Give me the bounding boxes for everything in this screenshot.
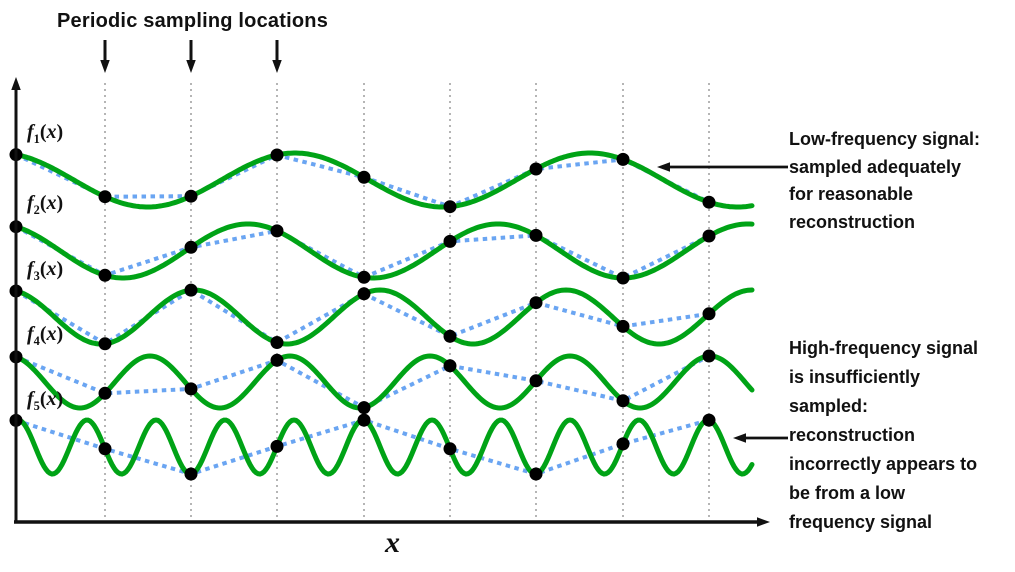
curve-label-f2: f2(x) [27,192,64,217]
y-axis-head [11,77,21,90]
title-pointer-3-head [272,60,282,73]
title-pointer-2-head [186,60,196,73]
sample-dot-f5-4 [357,413,371,427]
sample-dot-f5-3 [270,439,284,453]
sample-dot-f5-2 [184,467,198,481]
signal-curve-f5 [13,417,755,477]
curve-label-f3: f3(x) [27,258,64,283]
x-axis-label-text: x [385,526,400,559]
curve-label-f4: f4(x) [27,323,64,348]
sample-dot-f3-6 [529,296,543,310]
sample-dot-f5-7 [616,437,630,451]
sample-dot-f4-6 [529,374,543,388]
diagram-title: Periodic sampling locations [57,10,329,32]
sample-dot-f3-3 [270,336,284,349]
sample-dot-f3-7 [616,319,630,333]
sample-dot-f2-8 [702,229,716,243]
sample-dot-f1-2 [184,189,198,203]
sample-dot-f4-3 [270,353,284,367]
title-pointer-1-head [100,60,110,73]
signal-curve-f3 [13,287,755,347]
sample-dot-f4-5 [443,359,457,373]
sample-dot-f1-1 [98,190,112,204]
sample-dot-f2-2 [184,240,198,254]
sample-dot-f1-6 [529,162,543,176]
sample-dot-f1-7 [616,152,630,166]
signal-curve-f4 [13,353,755,411]
low-frequency-pointer-head [657,162,670,172]
sample-dot-f4-7 [616,394,630,408]
annotation-high-frequency: High-frequency signal is insufficiently … [789,338,979,532]
sample-dot-f4-8 [702,349,716,363]
high-frequency-pointer-head [733,433,746,443]
sample-dot-f5-8 [702,413,716,427]
x-axis-label: x [385,526,400,560]
annotation-low-frequency: Low-frequency signal: sampled adequately… [789,129,981,232]
sample-dot-f1-5 [443,200,457,214]
sample-dot-f2-3 [270,224,284,238]
sample-dot-f1-8 [702,195,716,209]
sample-dot-f1-4 [357,170,371,184]
sample-dot-f3-1 [98,337,112,351]
sample-dot-f4-4 [357,401,371,415]
sample-dot-f3-5 [443,329,457,343]
sample-dot-f4-2 [184,382,198,396]
reconstruction-line-f2 [15,224,710,281]
sample-dot-f4-1 [98,386,112,400]
sample-dot-f1-3 [270,148,284,162]
curve-label-f5: f5(x) [27,388,64,413]
sample-dot-f2-5 [443,234,457,248]
sample-dot-f2-4 [357,270,371,284]
sample-dot-f5-1 [98,442,112,456]
sample-dot-f3-2 [184,283,198,297]
x-axis-head [757,517,770,527]
sample-dot-f3-4 [357,287,371,301]
sample-dot-f5-6 [529,467,543,481]
sample-dot-f2-6 [529,228,543,242]
reconstruction-line-f5 [15,418,710,477]
sample-dot-f2-7 [616,271,630,285]
sample-dot-f3-8 [702,307,716,321]
sample-dot-f2-1 [98,268,112,282]
curve-label-f1: f1(x) [27,121,64,146]
sample-dot-f5-5 [443,442,457,456]
signal-curve-f1 [13,150,755,210]
